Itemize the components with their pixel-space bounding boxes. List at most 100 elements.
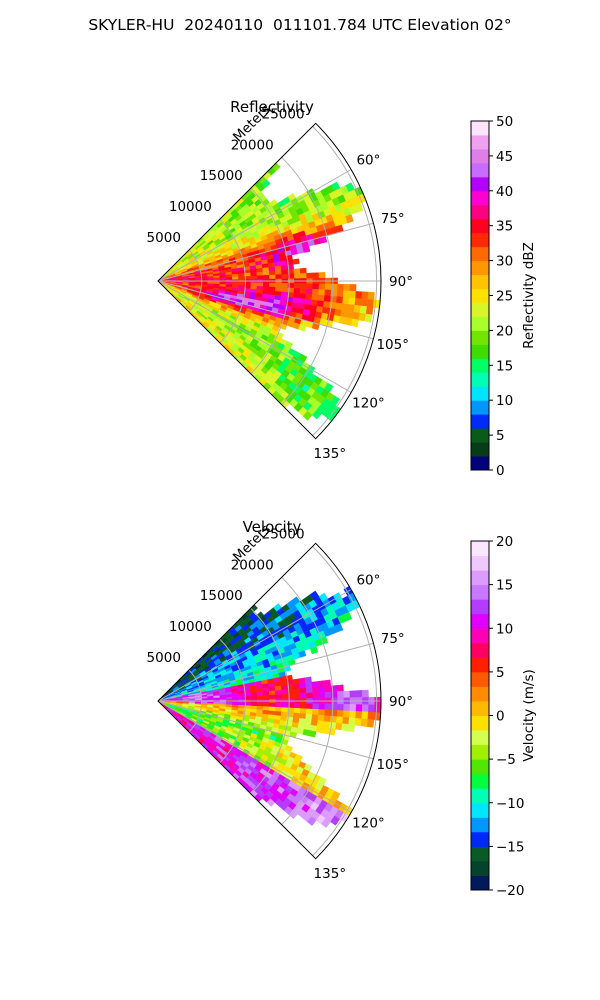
radar-cell — [269, 274, 276, 280]
radar-cell — [299, 708, 307, 715]
radar-cell — [337, 283, 345, 291]
radar-cell — [324, 283, 332, 291]
radar-cell — [292, 258, 300, 265]
radar-cell — [367, 291, 375, 301]
radar-cell — [354, 718, 362, 727]
colorbar-segment — [471, 134, 489, 150]
radar-cell — [262, 274, 270, 280]
angle-tick-label: 120° — [352, 816, 385, 832]
radar-cell — [305, 687, 313, 694]
colorbar-segment — [471, 260, 489, 276]
radar-cell — [250, 692, 258, 697]
radar-cell — [305, 681, 313, 689]
radar-cell — [361, 689, 369, 698]
radar-cell — [341, 723, 349, 732]
radar-cell — [281, 287, 289, 293]
radar-cell — [268, 690, 276, 696]
radar-cell — [318, 692, 326, 699]
colorbar-tick-label: 25 — [496, 289, 513, 305]
radar-cell — [275, 286, 282, 293]
radial-tick-label: 15000 — [200, 588, 243, 604]
radar-cell — [238, 276, 245, 280]
radar-cell — [302, 410, 313, 421]
colorbar-segment — [471, 642, 489, 658]
radar-cell — [349, 284, 357, 292]
radar-cell — [281, 273, 289, 280]
radar-cell — [275, 274, 283, 280]
radar-cell — [355, 690, 363, 698]
radar-cell — [324, 709, 332, 717]
radar-cell — [262, 271, 270, 276]
colorbar-tick-label: 40 — [496, 184, 513, 200]
radar-cell — [318, 703, 326, 710]
radar-cell — [232, 696, 239, 700]
radar-cell — [300, 703, 307, 709]
radar-cell — [331, 703, 338, 711]
radar-cell — [299, 293, 307, 300]
colorbar-segment — [471, 190, 489, 206]
radar-cell — [250, 702, 258, 707]
radar-cell — [342, 290, 350, 298]
colorbar-segment — [471, 121, 489, 136]
radar-cell — [323, 679, 332, 687]
radar-cell — [293, 703, 301, 709]
radar-cell — [329, 715, 338, 724]
colorbar-tick-label: 50 — [496, 114, 513, 130]
colorbar-segment — [471, 846, 489, 862]
colorbar-segment — [471, 176, 489, 192]
radar-cell — [250, 695, 258, 700]
radar-cell — [360, 298, 369, 307]
radar-cell — [360, 718, 369, 727]
colorbar-tick-label: 45 — [496, 149, 513, 165]
radar-cell — [288, 809, 298, 820]
radar-cell — [347, 724, 355, 733]
colorbar-segment — [471, 570, 489, 586]
radar-cell — [269, 702, 276, 708]
radar-cell — [324, 289, 332, 297]
colorbar-label: Reflectivity dBZ — [521, 242, 537, 349]
radar-cell — [269, 282, 276, 288]
radar-cell — [268, 286, 276, 292]
radar-cell — [305, 293, 313, 301]
radar-cell — [349, 690, 357, 698]
radar-cell — [281, 689, 289, 695]
radar-cell — [364, 313, 373, 323]
radar-cell — [342, 710, 350, 718]
radar-cell — [320, 817, 331, 829]
radar-cell — [275, 706, 282, 713]
radar-cell — [305, 713, 313, 721]
radar-cell — [355, 711, 363, 720]
radial-tick-label: 10000 — [169, 619, 212, 635]
colorbar-segment — [471, 700, 489, 716]
radar-cell — [311, 294, 319, 301]
radar-cell — [268, 706, 276, 712]
colorbar-tick-label: −15 — [496, 839, 525, 855]
radial-tick-label: 25000 — [262, 106, 305, 122]
colorbar-tick-label: 30 — [496, 254, 513, 270]
radar-cell — [281, 269, 289, 275]
colorbar-segment — [471, 831, 489, 847]
panel-title: Velocity — [243, 518, 302, 536]
angle-spoke — [157, 222, 374, 282]
colorbar-segment — [471, 330, 489, 345]
radar-cell — [318, 283, 326, 290]
radar-cell — [225, 696, 233, 701]
radar-cell — [336, 684, 344, 692]
radar-cell — [256, 691, 264, 697]
radar-cell — [354, 203, 364, 213]
radar-cell — [298, 324, 307, 332]
radar-cell — [335, 722, 343, 731]
radar-cell — [311, 714, 319, 721]
colorbar-segment — [471, 162, 489, 178]
radar-cell — [306, 703, 314, 710]
colorbar-segment — [471, 875, 489, 891]
radar-cell — [318, 272, 326, 279]
radar-cell — [343, 611, 353, 622]
colorbar-segment — [471, 541, 489, 557]
radar-cell — [256, 275, 264, 280]
colorbar-segment — [471, 860, 489, 876]
radar-cell — [302, 245, 311, 253]
colorbar-tick-label: 20 — [496, 534, 513, 550]
radar-cell — [262, 694, 270, 700]
colorbar-segment — [471, 456, 489, 471]
